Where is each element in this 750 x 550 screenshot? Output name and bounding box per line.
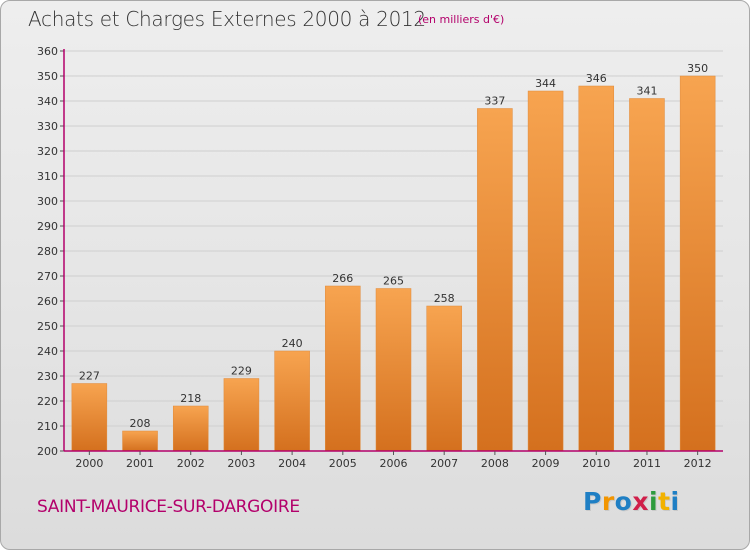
x-tick-label: 2005 — [329, 457, 357, 470]
y-tick-label: 220 — [37, 395, 58, 408]
bar — [629, 98, 665, 452]
data-labels: 227 208 218 229 240 266 265 258 337 344 346 341 350 — [79, 62, 708, 430]
bar — [172, 405, 209, 452]
chart-title: Achats et Charges Externes 2000 à 2012 — [28, 7, 426, 31]
logo-letter: t — [658, 487, 671, 516]
bars — [71, 75, 716, 452]
data-label: 240 — [282, 337, 303, 350]
y-tick-label: 330 — [37, 120, 58, 133]
data-label: 229 — [231, 365, 252, 378]
data-label: 218 — [180, 392, 201, 405]
y-tick-label: 250 — [37, 320, 58, 333]
bar — [477, 108, 513, 452]
x-tick-label: 2003 — [227, 457, 255, 470]
chart-subtitle: (en milliers d'€) — [418, 13, 505, 26]
logo-letter: r — [601, 487, 615, 516]
logo-letter: i — [670, 487, 680, 516]
bar — [527, 90, 564, 452]
data-label: 346 — [586, 72, 607, 85]
data-label: 337 — [484, 95, 505, 108]
data-label: 266 — [332, 272, 353, 285]
data-label: 227 — [79, 370, 100, 383]
bar — [122, 430, 158, 452]
x-tick-label: 2007 — [430, 457, 458, 470]
bar — [375, 288, 412, 452]
logo-letter: o — [614, 487, 633, 516]
y-tick-label: 270 — [37, 270, 58, 283]
x-tick-label: 2012 — [684, 457, 712, 470]
bar — [274, 350, 310, 452]
x-tick-label: 2002 — [177, 457, 205, 470]
logo-letter: x — [632, 487, 649, 516]
x-tick-label: 2001 — [126, 457, 154, 470]
bar — [71, 383, 108, 452]
y-tick-label: 200 — [37, 445, 58, 458]
data-label: 341 — [636, 85, 657, 98]
bar — [679, 75, 716, 452]
data-label: 350 — [687, 62, 708, 75]
x-tick-label: 2004 — [278, 457, 306, 470]
bar — [223, 378, 260, 452]
bar — [578, 85, 615, 452]
y-tick-label: 320 — [37, 145, 58, 158]
y-tick-label: 350 — [37, 70, 58, 83]
y-tick-label: 310 — [37, 170, 58, 183]
axes: 200 210 220 230 240 250 260 270 280 290 300 310 320 3… — [37, 45, 723, 470]
commune-name: SAINT-MAURICE-SUR-DARGOIRE — [37, 497, 300, 517]
y-tick-label: 290 — [37, 220, 58, 233]
x-tick-label: 2010 — [582, 457, 610, 470]
y-tick-label: 360 — [37, 45, 58, 58]
x-tick-label: 2006 — [380, 457, 408, 470]
logo-letter: P — [583, 487, 602, 516]
data-label: 258 — [434, 292, 455, 305]
bar — [426, 305, 462, 452]
logo-letter: i — [649, 487, 659, 516]
y-tick-label: 240 — [37, 345, 58, 358]
y-tick-label: 230 — [37, 370, 58, 383]
x-tick-label: 2000 — [75, 457, 103, 470]
bar — [325, 285, 361, 452]
x-tick-label: 2011 — [633, 457, 661, 470]
y-tick-label: 260 — [37, 295, 58, 308]
x-tick-label: 2009 — [532, 457, 560, 470]
data-label: 208 — [130, 417, 151, 430]
y-tick-label: 340 — [37, 95, 58, 108]
y-tick-label: 280 — [37, 245, 58, 258]
y-tick-label: 300 — [37, 195, 58, 208]
proxiti-logo: Proxiti — [583, 487, 680, 516]
y-tick-label: 210 — [37, 420, 58, 433]
data-label: 265 — [383, 275, 404, 288]
data-label: 344 — [535, 77, 556, 90]
x-tick-label: 2008 — [481, 457, 509, 470]
